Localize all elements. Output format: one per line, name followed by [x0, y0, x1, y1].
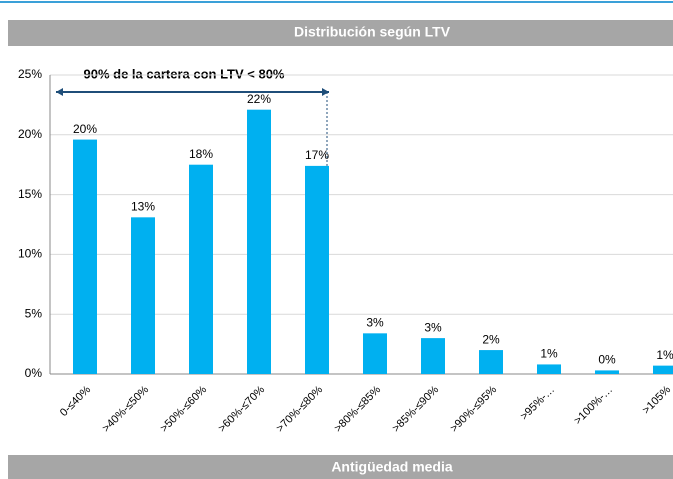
x-tick-label: >40%-≤50%	[100, 384, 151, 435]
x-tick-label: >50%-≤60%	[158, 384, 209, 435]
y-tick-label: 0%	[25, 366, 43, 380]
bar	[363, 333, 387, 374]
header-title: Distribución según LTV	[294, 24, 451, 40]
bar	[247, 109, 271, 375]
x-tick-label: >95%-…	[518, 384, 557, 423]
value-label: 1%	[540, 347, 558, 361]
annotation: 90% de la cartera con LTV < 80%	[84, 66, 285, 81]
x-tick-label: >85%-≤90%	[390, 384, 441, 435]
header-bar	[8, 20, 673, 46]
arrow-head	[56, 88, 63, 96]
value-label: 1%	[656, 348, 673, 362]
value-label: 17%	[305, 148, 329, 162]
bar	[595, 370, 619, 374]
footer-title: Antigüedad media	[331, 459, 453, 475]
value-label: 13%	[131, 199, 155, 213]
x-tick-label: >80%-≤85%	[332, 384, 383, 435]
bar	[305, 165, 329, 374]
value-label: 20%	[73, 122, 97, 136]
x-tick-label: >100%-…	[572, 384, 615, 427]
y-tick-label: 25%	[18, 67, 42, 81]
y-tick-label: 5%	[25, 306, 43, 320]
x-tick-label: 0-≤40%	[58, 384, 93, 419]
value-label: 2%	[482, 332, 500, 346]
value-label: 0%	[598, 353, 616, 367]
bar	[131, 217, 155, 374]
bar	[653, 365, 673, 374]
bar	[421, 338, 445, 374]
value-label: 3%	[424, 320, 442, 334]
bar	[73, 139, 97, 374]
x-tick-label: >105%	[640, 384, 673, 417]
x-tick-label: >90%-≤95%	[448, 384, 499, 435]
bar	[537, 364, 561, 374]
x-tick-label: >70%-≤80%	[274, 384, 325, 435]
bar	[479, 350, 503, 374]
y-tick-label: 15%	[18, 187, 42, 201]
y-tick-label: 20%	[18, 127, 42, 141]
bar	[189, 164, 213, 374]
value-label: 18%	[189, 147, 213, 161]
y-tick-label: 10%	[18, 247, 42, 261]
x-tick-label: >60%-≤70%	[216, 384, 267, 435]
footer-bar	[8, 455, 673, 479]
arrow-head	[322, 88, 329, 96]
value-label: 3%	[366, 316, 384, 330]
value-label: 22%	[247, 92, 271, 106]
